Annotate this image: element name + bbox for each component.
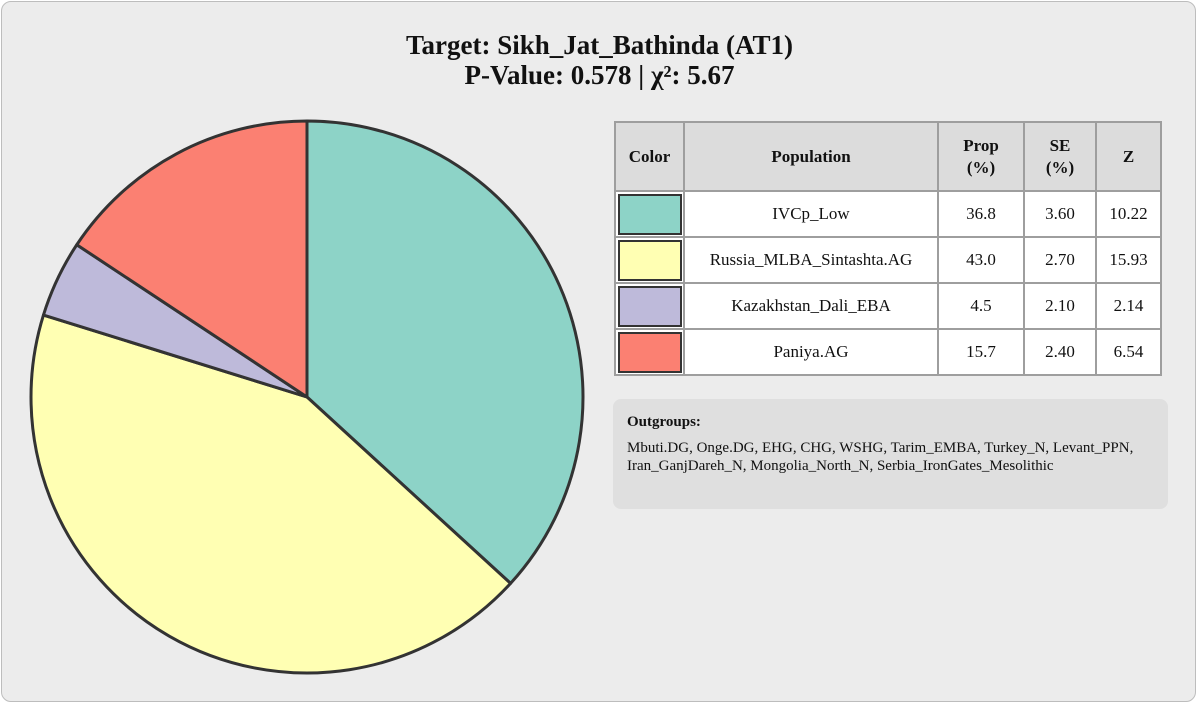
prop-cell: 15.7 — [937, 328, 1025, 376]
population-cell: Paniya.AG — [683, 328, 939, 376]
z-cell: 6.54 — [1095, 328, 1162, 376]
color-swatch-cell — [614, 236, 685, 284]
table-row: Russia_MLBA_Sintashta.AG 43.0 2.70 15.93 — [614, 236, 1162, 284]
results-table: Color Population Prop (%) SE (%) Z IVCp_Lo… — [614, 121, 1162, 376]
z-cell: 15.93 — [1095, 236, 1162, 284]
population-cell: Russia_MLBA_Sintashta.AG — [683, 236, 939, 284]
outgroups-box: Outgroups: Mbuti.DG, Onge.DG, EHG, CHG, … — [613, 399, 1168, 509]
table-row: IVCp_Low 36.8 3.60 10.22 — [614, 190, 1162, 238]
outgroups-list: Mbuti.DG, Onge.DG, EHG, CHG, WSHG, Tarim… — [627, 440, 1134, 474]
chart-title-block: Target: Sikh_Jat_Bathinda (AT1) P-Value:… — [0, 30, 1199, 90]
population-cell: Kazakhstan_Dali_EBA — [683, 282, 939, 330]
se-cell: 2.10 — [1023, 282, 1097, 330]
color-swatch-cell — [614, 190, 685, 238]
header-z: Z — [1095, 121, 1162, 192]
pie-slice-paniya-ag — [75, 119, 309, 399]
se-cell: 2.40 — [1023, 328, 1097, 376]
table-row: Paniya.AG 15.7 2.40 6.54 — [614, 328, 1162, 376]
table-row: Kazakhstan_Dali_EBA 4.5 2.10 2.14 — [614, 282, 1162, 330]
pie-slice-russia-mlba-sintashta-ag — [29, 313, 513, 675]
z-cell: 10.22 — [1095, 190, 1162, 238]
prop-cell: 43.0 — [937, 236, 1025, 284]
header-color: Color — [614, 121, 685, 192]
color-swatch — [617, 331, 682, 373]
chart-subtitle: P-Value: 0.578 | χ²: 5.67 — [464, 60, 735, 90]
color-swatch-cell — [614, 282, 685, 330]
header-prop: Prop (%) — [937, 121, 1025, 192]
color-swatch — [617, 193, 682, 235]
color-swatch-cell — [614, 328, 685, 376]
se-cell: 3.60 — [1023, 190, 1097, 238]
chart-title: Target: Sikh_Jat_Bathinda (AT1) — [405, 30, 794, 60]
prop-cell: 36.8 — [937, 190, 1025, 238]
table-header-row: Color Population Prop (%) SE (%) Z — [614, 121, 1162, 192]
pie-slice-ivcp-low — [305, 119, 585, 585]
color-swatch — [617, 239, 682, 281]
z-cell: 2.14 — [1095, 282, 1162, 330]
pie-chart — [29, 119, 585, 675]
prop-cell: 4.5 — [937, 282, 1025, 330]
population-cell: IVCp_Low — [683, 190, 939, 238]
header-population: Population — [683, 121, 939, 192]
outgroups-heading: Outgroups: — [627, 414, 701, 430]
color-swatch — [617, 285, 682, 327]
header-se: SE (%) — [1023, 121, 1097, 192]
se-cell: 2.70 — [1023, 236, 1097, 284]
